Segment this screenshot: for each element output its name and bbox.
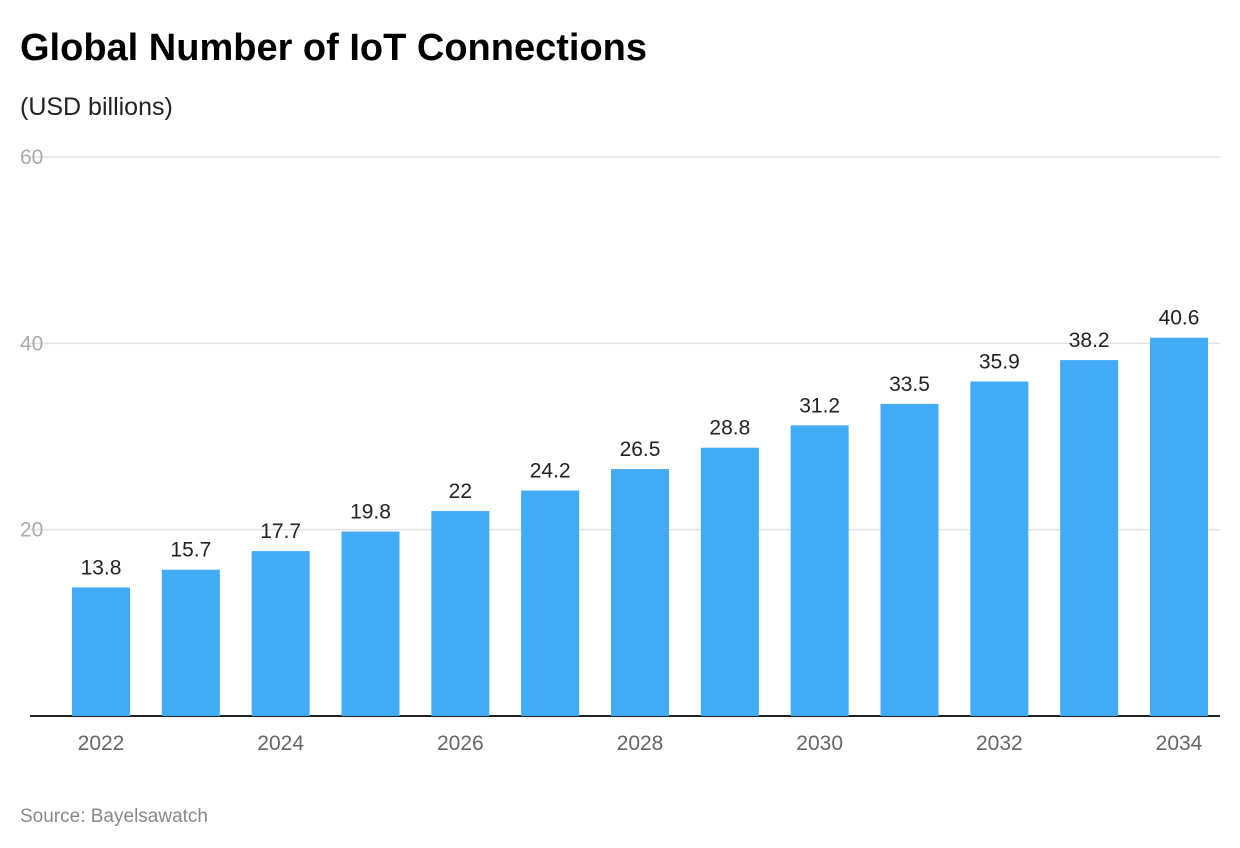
data-label: 19.8	[350, 501, 391, 524]
bar-2032	[970, 381, 1029, 716]
data-label: 22	[449, 480, 472, 503]
y-tick-label: 60	[20, 146, 43, 169]
data-label: 24.2	[530, 460, 571, 483]
data-label: 38.2	[1069, 329, 1110, 352]
y-tick-label: 40	[20, 332, 43, 355]
x-tick-label: 2026	[437, 732, 484, 755]
data-label: 33.5	[889, 373, 930, 396]
bar-2023	[161, 569, 220, 716]
bar-2028	[611, 469, 669, 716]
x-tick-label: 2028	[617, 732, 664, 755]
bar-2025	[341, 531, 400, 716]
data-label: 35.9	[979, 351, 1020, 374]
x-tick-label: 2024	[257, 732, 304, 755]
bar-2033	[1060, 360, 1119, 716]
data-label: 13.8	[81, 556, 122, 579]
x-tick-label: 2022	[78, 732, 125, 755]
data-label: 31.2	[799, 394, 840, 417]
source-note: Source: Bayelsawatch	[20, 806, 208, 827]
data-label: 15.7	[170, 539, 211, 562]
x-tick-label: 2034	[1156, 732, 1203, 755]
bar-2022	[72, 587, 130, 716]
bar-2031	[880, 403, 939, 716]
bar-2026	[431, 511, 490, 716]
data-label: 40.6	[1159, 307, 1200, 330]
bar-2024	[251, 551, 310, 716]
data-label: 17.7	[260, 520, 301, 543]
bar-2029	[700, 447, 759, 716]
x-tick-label: 2032	[976, 732, 1023, 755]
data-label: 26.5	[620, 438, 661, 461]
data-label: 28.8	[709, 417, 750, 440]
chart-subtitle: (USD billions)	[20, 93, 173, 121]
y-tick-label: 20	[20, 519, 43, 542]
bar-2030	[790, 425, 849, 716]
bar-2027	[521, 490, 580, 716]
chart-title: Global Number of IoT Connections	[20, 27, 647, 69]
bar-2034	[1150, 337, 1208, 716]
x-tick-label: 2030	[796, 732, 843, 755]
